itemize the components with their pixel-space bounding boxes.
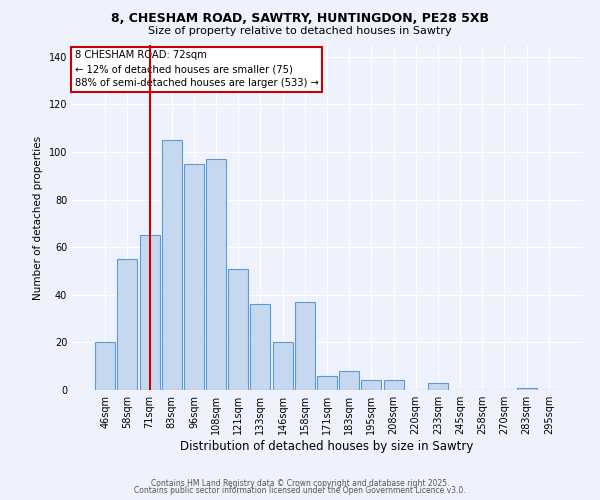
Text: 8 CHESHAM ROAD: 72sqm
← 12% of detached houses are smaller (75)
88% of semi-deta: 8 CHESHAM ROAD: 72sqm ← 12% of detached … <box>74 50 319 88</box>
Text: 8, CHESHAM ROAD, SAWTRY, HUNTINGDON, PE28 5XB: 8, CHESHAM ROAD, SAWTRY, HUNTINGDON, PE2… <box>111 12 489 26</box>
Bar <box>317 376 337 390</box>
Y-axis label: Number of detached properties: Number of detached properties <box>33 136 43 300</box>
X-axis label: Distribution of detached houses by size in Sawtry: Distribution of detached houses by size … <box>181 440 473 453</box>
Bar <box>339 371 359 390</box>
Bar <box>272 342 293 390</box>
Bar <box>361 380 382 390</box>
Bar <box>383 380 404 390</box>
Bar <box>295 302 315 390</box>
Bar <box>228 268 248 390</box>
Bar <box>140 236 160 390</box>
Text: Size of property relative to detached houses in Sawtry: Size of property relative to detached ho… <box>148 26 452 36</box>
Text: Contains HM Land Registry data © Crown copyright and database right 2025.: Contains HM Land Registry data © Crown c… <box>151 478 449 488</box>
Bar <box>250 304 271 390</box>
Bar <box>428 383 448 390</box>
Bar <box>517 388 536 390</box>
Text: Contains public sector information licensed under the Open Government Licence v3: Contains public sector information licen… <box>134 486 466 495</box>
Bar <box>95 342 115 390</box>
Bar <box>206 159 226 390</box>
Bar <box>162 140 182 390</box>
Bar <box>184 164 204 390</box>
Bar <box>118 259 137 390</box>
